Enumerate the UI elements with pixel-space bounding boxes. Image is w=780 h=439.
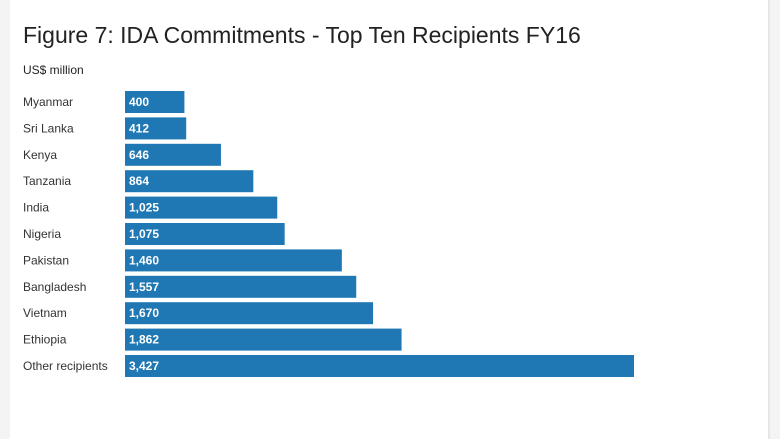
bar-india — [125, 196, 278, 219]
category-label-vietnam: Vietnam — [23, 306, 67, 320]
category-label-tanzania: Tanzania — [23, 174, 71, 188]
category-label-kenya: Kenya — [23, 148, 57, 162]
bar-kenya — [125, 143, 221, 166]
value-label-kenya: 646 — [129, 148, 149, 162]
value-label-myanmar: 400 — [129, 95, 149, 109]
category-label-sri-lanka: Sri Lanka — [23, 121, 74, 135]
bar-nigeria — [125, 223, 285, 245]
value-label-pakistan: 1,460 — [129, 253, 159, 267]
category-label-pakistan: Pakistan — [23, 253, 69, 267]
value-label-vietnam: 1,670 — [129, 306, 159, 320]
chart-subtitle: US$ million — [23, 63, 84, 77]
value-label-bangladesh: 1,557 — [129, 280, 159, 294]
value-label-tanzania: 864 — [129, 174, 149, 188]
bar-vietnam — [125, 302, 374, 325]
bar-bangladesh — [125, 275, 357, 298]
category-labels: Myanmar Sri Lanka Kenya Tanzania India Nigeri… — [23, 95, 108, 373]
chart-title: Figure 7: IDA Commitments - Top Ten Reci… — [23, 22, 581, 48]
category-label-india: India — [23, 201, 49, 215]
bar-ethiopia — [125, 328, 402, 351]
category-label-myanmar: Myanmar — [23, 95, 73, 109]
bar-sri-lanka — [125, 117, 187, 140]
value-label-sri-lanka: 412 — [129, 121, 149, 135]
bar-tanzania — [125, 170, 254, 193]
category-label-nigeria: Nigeria — [23, 227, 61, 241]
category-label-ethiopia: Ethiopia — [23, 333, 67, 347]
panel-border — [768, 0, 770, 439]
value-label-other-recipients: 3,427 — [129, 359, 159, 373]
category-label-bangladesh: Bangladesh — [23, 280, 86, 294]
value-label-ethiopia: 1,862 — [129, 333, 159, 347]
value-label-nigeria: 1,075 — [129, 227, 159, 241]
bar-pakistan — [125, 249, 342, 272]
bar-other-recipients — [125, 355, 634, 377]
bar-myanmar — [125, 91, 185, 113]
category-label-other-recipients: Other recipients — [23, 359, 108, 373]
value-label-india: 1,025 — [129, 201, 159, 215]
bars — [125, 91, 634, 377]
value-labels: 400 412 646 864 1,025 1,075 1,460 1,557 1,670 1,8… — [129, 95, 159, 373]
